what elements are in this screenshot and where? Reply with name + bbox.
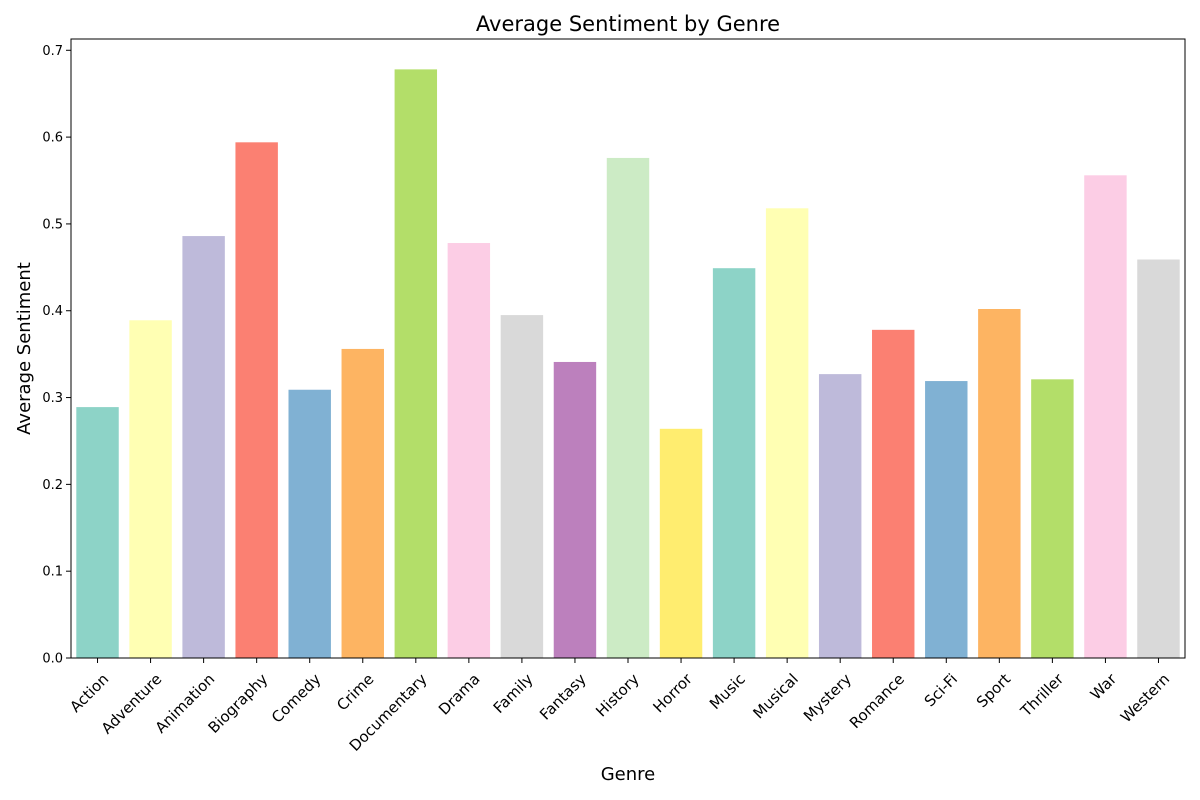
bar-family xyxy=(500,315,544,658)
y-tick-label: 0.3 xyxy=(42,391,63,406)
bar-crime xyxy=(341,348,384,658)
plot-frame xyxy=(70,38,1186,659)
bar-musical xyxy=(765,208,809,658)
bar-adventure xyxy=(129,320,172,658)
y-tick-label: 0.1 xyxy=(42,565,63,580)
y-tick-label: 0.5 xyxy=(42,217,63,232)
x-tick-label-western: Western xyxy=(1117,670,1173,726)
bar-romance xyxy=(872,329,915,658)
x-tick-label-horror: Horror xyxy=(649,669,696,716)
y-tick-label: 0.4 xyxy=(42,304,63,319)
y-tick-label: 0.2 xyxy=(42,478,63,493)
bar-war xyxy=(1084,175,1127,658)
x-tick-label-history: History xyxy=(592,670,643,721)
bar-horror xyxy=(659,428,703,658)
bar-western xyxy=(1137,259,1180,658)
bar-thriller xyxy=(1031,379,1074,658)
bar-fantasy xyxy=(553,361,597,658)
x-tick-label-drama: Drama xyxy=(435,670,484,719)
bar-documentary xyxy=(394,69,438,659)
x-tick-label-fantasy: Fantasy xyxy=(536,670,590,724)
y-tick-label: 0.6 xyxy=(42,131,63,146)
bar-music xyxy=(712,268,756,658)
y-tick-label: 0.0 xyxy=(42,652,63,667)
x-tick-label-musical: Musical xyxy=(750,670,802,722)
x-tick-label-sport: Sport xyxy=(973,670,1014,711)
bar-animation xyxy=(182,236,225,658)
x-tick-label-thriller: Thriller xyxy=(1016,669,1067,720)
bar-biography xyxy=(235,142,278,659)
bar-sci-fi xyxy=(925,381,968,658)
bars-group xyxy=(76,69,1180,659)
y-axis-title: Average Sentiment xyxy=(14,262,35,435)
x-tick-label-family: Family xyxy=(490,670,537,717)
y-axis: 0.0 0.1 0.2 0.3 0.4 0.5 0.6 0.7 xyxy=(42,44,71,667)
x-tick-label-crime: Crime xyxy=(333,670,377,714)
x-tick-label-war: War xyxy=(1087,669,1121,703)
bar-drama xyxy=(447,243,491,658)
x-tick-label-comedy: Comedy xyxy=(268,670,325,727)
x-tick-label-sci-fi: Sci-Fi xyxy=(921,670,961,710)
x-tick-label-romance: Romance xyxy=(846,670,908,732)
bar-history xyxy=(606,157,650,658)
chart-title: Average Sentiment by Genre xyxy=(476,12,780,36)
y-tick-label: 0.7 xyxy=(42,44,63,59)
x-axis-title: Genre xyxy=(601,764,656,785)
bar-action xyxy=(76,407,119,658)
bar-mystery xyxy=(818,374,862,658)
x-tick-label-action: Action xyxy=(66,670,112,716)
x-tick-label-mystery: Mystery xyxy=(800,670,855,725)
bar-comedy xyxy=(288,389,331,658)
x-tick-label-music: Music xyxy=(706,670,749,713)
bar-sport xyxy=(978,308,1021,658)
